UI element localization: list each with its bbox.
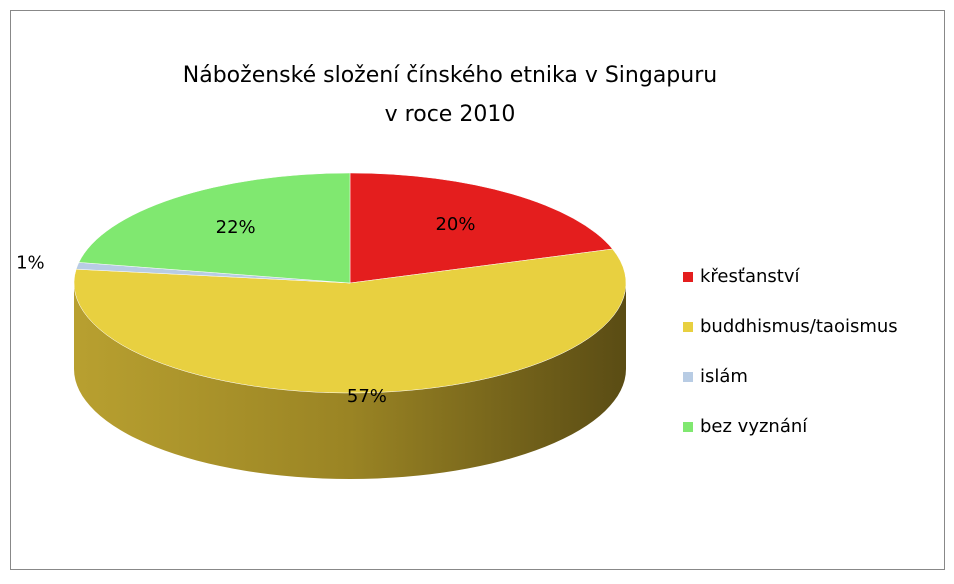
data-label: 1% bbox=[16, 253, 45, 274]
legend-label: křesťanství bbox=[700, 266, 800, 287]
data-label: 22% bbox=[216, 217, 256, 238]
chart-title: v roce 2010 bbox=[385, 102, 516, 127]
pie-slice bbox=[73, 248, 627, 394]
pie-slice bbox=[349, 172, 613, 284]
pie-slice bbox=[78, 172, 351, 284]
legend-swatch bbox=[683, 322, 693, 332]
legend-swatch bbox=[683, 422, 693, 432]
legend-label: buddhismus/taoismus bbox=[700, 316, 898, 337]
data-label: 57% bbox=[347, 386, 387, 407]
legend-swatch bbox=[683, 272, 693, 282]
pie-side bbox=[74, 283, 626, 479]
legend-swatch bbox=[683, 372, 693, 382]
data-label: 20% bbox=[435, 214, 475, 235]
legend-label: islám bbox=[700, 366, 748, 387]
chart-title: Náboženské složení čínského etnika v Sin… bbox=[183, 63, 717, 88]
legend-label: bez vyznání bbox=[700, 416, 808, 437]
